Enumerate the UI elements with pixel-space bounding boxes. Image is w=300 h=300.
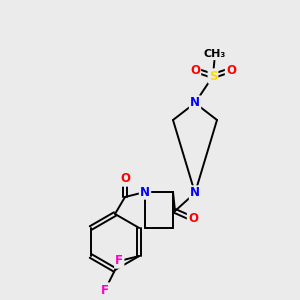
Text: N: N xyxy=(140,185,150,199)
Text: F: F xyxy=(101,284,109,296)
Text: O: O xyxy=(188,212,198,226)
Text: N: N xyxy=(190,187,200,200)
Text: F: F xyxy=(115,254,123,268)
Text: N: N xyxy=(190,97,200,110)
Text: O: O xyxy=(120,172,130,185)
Text: O: O xyxy=(190,64,200,76)
Text: O: O xyxy=(226,64,236,76)
Text: S: S xyxy=(209,70,217,83)
Text: CH₃: CH₃ xyxy=(204,49,226,59)
